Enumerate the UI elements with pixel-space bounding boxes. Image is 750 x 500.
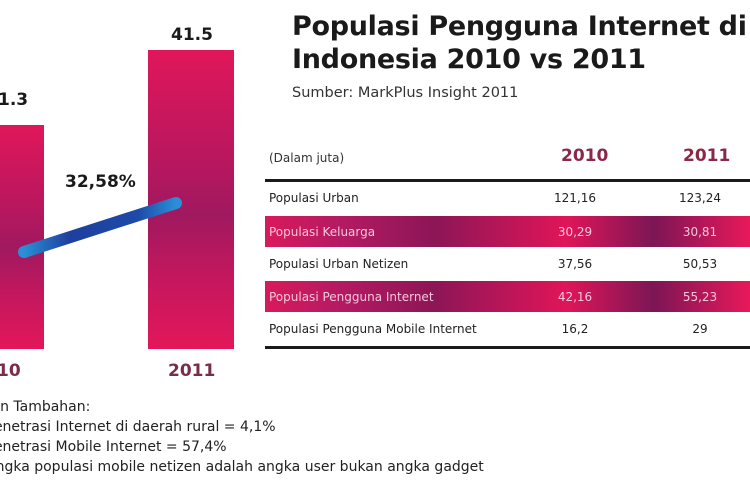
table-row: Populasi Pengguna Mobile Internet 16,2 2… — [265, 313, 750, 346]
data-table: (Dalam juta) 2010 2011 Populasi Urban 12… — [265, 143, 750, 349]
bar-2011-value: 41.5 — [171, 25, 213, 45]
growth-percentage: 32,58% — [65, 172, 136, 192]
table-row-highlighted: Populasi Pengguna Internet 42,16 55,23 — [265, 281, 750, 312]
growth-line — [18, 197, 182, 258]
additional-notes: tan Tambahan: Penetrasi Internet di daer… — [0, 397, 484, 477]
table-row: Populasi Urban 121,16 123,24 — [265, 182, 750, 215]
value-2011: 50,53 — [682, 256, 718, 271]
bar-2010-value: 1.3 — [0, 90, 29, 110]
row-label: Populasi Urban Netizen — [269, 256, 409, 271]
value-2010: 30,29 — [557, 224, 593, 239]
row-label: Populasi Pengguna Internet — [269, 290, 434, 304]
bar-2010 — [0, 125, 44, 349]
value-2010: 16,2 — [561, 322, 589, 336]
value-2010: 121,16 — [554, 191, 596, 205]
source-caption: Sumber: MarkPlus Insight 2011 — [292, 85, 519, 101]
value-2010: 42,16 — [557, 290, 593, 304]
title-line-1: Populasi Pengguna Internet di — [292, 11, 747, 42]
note-item: Penetrasi Mobile Internet = 57,4% — [0, 439, 227, 455]
bar-2010-year: 10 — [0, 361, 21, 381]
table-row-highlighted: Populasi Keluarga 30,29 30,81 — [265, 215, 750, 247]
bar-2011 — [148, 50, 234, 349]
table-header: (Dalam juta) 2010 2011 — [265, 143, 750, 179]
row-label: Populasi Pengguna Mobile Internet — [269, 322, 477, 336]
column-2010: 2010 — [561, 146, 609, 166]
page-title: Populasi Pengguna Internet di Indonesia … — [292, 10, 747, 76]
table-row: Populasi Urban Netizen 37,56 50,53 — [265, 248, 750, 281]
column-2011: 2011 — [683, 146, 731, 166]
bar-2011-year: 2011 — [168, 361, 216, 381]
notes-heading: tan Tambahan: — [0, 399, 91, 415]
table-bottom-rule — [265, 345, 750, 349]
value-2010: 37,56 — [557, 256, 593, 271]
note-item: Penetrasi Internet di daerah rural = 4,1… — [0, 419, 276, 435]
row-label: Populasi Urban — [269, 191, 359, 205]
table-top-rule — [265, 179, 750, 182]
value-2011: 55,23 — [682, 290, 718, 304]
value-2011: 29 — [692, 322, 708, 336]
row-label: Populasi Keluarga — [269, 224, 376, 239]
value-2011: 30,81 — [682, 224, 718, 239]
title-line-2: Indonesia 2010 vs 2011 — [292, 44, 646, 75]
value-2011: 123,24 — [679, 191, 721, 205]
note-item: Angka populasi mobile netizen adalah ang… — [0, 459, 484, 475]
unit-label: (Dalam juta) — [269, 151, 345, 165]
